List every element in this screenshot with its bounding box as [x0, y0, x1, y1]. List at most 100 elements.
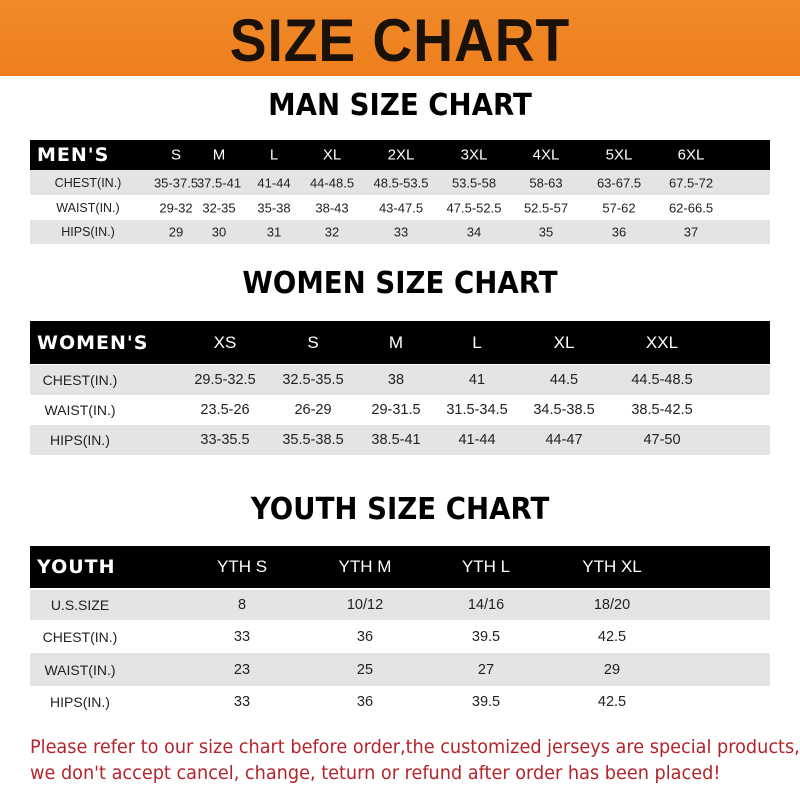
page-title: SIZE CHART	[229, 7, 571, 74]
row-label: WAIST(IN.)	[44, 661, 116, 678]
table-cell: 44-48.5	[309, 175, 355, 190]
size-header: XL	[553, 332, 575, 352]
table-cell: 29	[168, 224, 184, 240]
size-header: XXL	[645, 332, 679, 352]
size-header: 6XL	[677, 146, 705, 164]
size-header: 2XL	[387, 146, 415, 164]
table-cell: 32	[324, 224, 340, 240]
table-cell: 23.5-26	[200, 402, 250, 418]
size-header: YTH XL	[582, 557, 642, 576]
table-cell: 48.5-53.5	[373, 175, 429, 190]
title-banner: SIZE CHART	[0, 0, 800, 76]
youth-section-title: YOUTH SIZE CHART	[250, 492, 550, 527]
table-cell: 41-44	[458, 432, 496, 448]
table-cell: 8	[237, 597, 247, 613]
size-header: M	[212, 146, 226, 164]
table-row: HIPS(IN.) 33 36 39.5 42.5	[30, 686, 770, 718]
table-cell: 25	[356, 661, 374, 678]
table-cell: 35.5-38.5	[282, 432, 344, 448]
table-cell: 31.5-34.5	[446, 402, 508, 418]
men-header-label: MEN'S	[37, 144, 110, 166]
table-row: WAIST(IN.) 23.5-26 26-29 29-31.5 31.5-34.5 34…	[30, 395, 770, 425]
table-cell: 42.5	[597, 628, 627, 645]
row-label: CHEST(IN.)	[42, 372, 118, 388]
table-cell: 33	[393, 224, 409, 240]
table-cell: 44.5	[549, 372, 579, 388]
table-cell: 38	[387, 372, 405, 388]
size-header: YTH L	[461, 557, 511, 576]
table-cell: 58-63	[529, 175, 563, 190]
table-cell: 29-32	[159, 200, 193, 215]
men-section-title: MAN SIZE CHART	[268, 88, 532, 123]
table-cell: 36	[356, 694, 374, 710]
table-row: CHEST(IN.) 35-37.5 37.5-41 41-44 44-48.5 48.5…	[30, 170, 770, 195]
row-label: HIPS(IN.)	[50, 694, 110, 710]
size-header: XS	[213, 332, 237, 352]
table-cell: 33-35.5	[200, 432, 250, 448]
table-row: HIPS(IN.) 33-35.5 35.5-38.5 38.5-41 41-44 44-…	[30, 425, 770, 455]
table-cell: 35-37.5	[153, 175, 199, 190]
table-cell: 36	[356, 628, 374, 645]
size-header: XL	[322, 146, 342, 164]
table-cell: 41-44	[257, 175, 291, 190]
women-header-label: WOMEN'S	[37, 331, 149, 354]
size-header: 5XL	[605, 146, 633, 164]
table-cell: 32-35	[202, 200, 236, 215]
table-row: U.S.SIZE 8 10/12 14/16 18/20	[30, 590, 770, 620]
table-row: HIPS(IN.) 29 30 31 32 33 34 35 36 37	[30, 220, 770, 244]
notice-line-1: Please refer to our size chart before or…	[30, 736, 800, 758]
table-cell: 37	[683, 224, 699, 240]
size-header: YTH S	[216, 557, 268, 576]
table-cell: 14/16	[467, 597, 505, 613]
size-header: 3XL	[460, 146, 488, 164]
size-header: YTH M	[338, 557, 392, 576]
size-header: L	[269, 146, 279, 164]
table-cell: 38.5-42.5	[631, 402, 693, 418]
table-cell: 33	[233, 628, 251, 645]
youth-header-row: YOUTH YTH S YTH M YTH L YTH XL	[30, 546, 770, 588]
row-label: U.S.SIZE	[50, 597, 110, 613]
men-header-row: MEN'S S M L XL 2XL 3XL 4XL 5XL 6XL	[30, 140, 770, 170]
table-cell: 29-31.5	[371, 402, 421, 418]
table-cell: 44-47	[545, 432, 583, 448]
table-cell: 37.5-41	[196, 175, 242, 190]
table-cell: 39.5	[471, 694, 501, 710]
row-label: CHEST(IN.)	[42, 628, 118, 645]
table-cell: 44.5-48.5	[631, 372, 693, 388]
table-cell: 32.5-35.5	[282, 372, 344, 388]
table-cell: 38.5-41	[371, 432, 421, 448]
table-cell: 39.5	[471, 628, 501, 645]
table-cell: 29.5-32.5	[194, 372, 256, 388]
notice-line-2: we don't accept cancel, change, teturn o…	[30, 762, 721, 784]
size-header: S	[170, 146, 182, 164]
table-cell: 34.5-38.5	[533, 402, 595, 418]
table-cell: 62-66.5	[668, 200, 714, 215]
table-cell: 47.5-52.5	[446, 200, 502, 215]
table-row: WAIST(IN.) 29-32 32-35 35-38 38-43 43-47.5 47.…	[30, 195, 770, 220]
table-cell: 34	[466, 224, 482, 240]
size-header: S	[307, 332, 319, 352]
table-cell: 29	[603, 661, 621, 678]
table-row: WAIST(IN.) 23 25 27 29	[30, 653, 770, 686]
table-row: CHEST(IN.) 33 36 39.5 42.5	[30, 620, 770, 653]
table-cell: 33	[233, 694, 251, 710]
table-cell: 57-62	[602, 200, 636, 215]
table-cell: 63-67.5	[596, 175, 642, 190]
row-label: CHEST(IN.)	[54, 175, 122, 190]
table-cell: 30	[211, 224, 227, 240]
row-label: WAIST(IN.)	[56, 200, 120, 215]
table-cell: 36	[611, 224, 627, 240]
table-cell: 47-50	[643, 432, 681, 448]
table-cell: 10/12	[346, 597, 384, 613]
size-header: 4XL	[532, 146, 560, 164]
table-cell: 23	[233, 661, 251, 678]
table-cell: 43-47.5	[378, 200, 424, 215]
table-cell: 52.5-57	[523, 200, 569, 215]
women-section-title: WOMEN SIZE CHART	[242, 266, 558, 301]
table-cell: 53.5-58	[451, 175, 497, 190]
size-header: L	[472, 332, 482, 352]
table-cell: 18/20	[593, 597, 631, 613]
table-cell: 41	[468, 372, 486, 388]
table-cell: 31	[266, 224, 282, 240]
table-row: CHEST(IN.) 29.5-32.5 32.5-35.5 38 41 44.5 44.5…	[30, 365, 770, 395]
